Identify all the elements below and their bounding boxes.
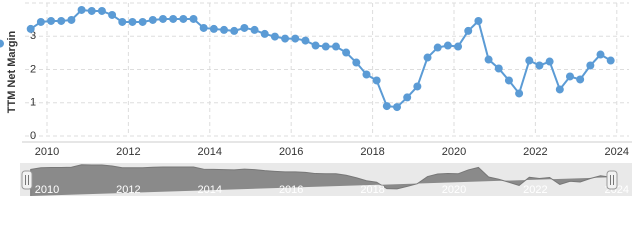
marker <box>179 14 188 23</box>
marker <box>148 15 157 24</box>
marker <box>474 16 483 25</box>
marker <box>464 26 473 35</box>
navigator-label: 2020 <box>442 184 466 196</box>
navigator-label: 2014 <box>198 184 222 196</box>
navigator-label: 2010 <box>35 184 59 196</box>
navigator-label: 2018 <box>360 184 384 196</box>
marker <box>97 6 106 15</box>
marker <box>454 42 463 51</box>
marker <box>382 102 391 111</box>
marker <box>0 39 4 48</box>
x-tick-label: 2018 <box>360 146 384 158</box>
marker <box>77 5 86 14</box>
marker <box>67 15 76 24</box>
marker <box>291 34 300 43</box>
marker <box>87 6 96 15</box>
marker <box>525 56 534 65</box>
marker <box>230 26 239 35</box>
y-tick-label: 2 <box>30 63 36 75</box>
marker <box>220 25 229 34</box>
marker <box>57 16 66 25</box>
marker <box>169 14 178 23</box>
marker <box>321 42 330 51</box>
x-tick-label: 2014 <box>198 146 222 158</box>
y-tick-label: 3 <box>30 30 36 42</box>
marker <box>250 25 259 34</box>
marker <box>26 24 35 33</box>
marker <box>36 17 45 26</box>
x-tick-label: 2016 <box>279 146 303 158</box>
marker <box>199 23 208 32</box>
marker <box>352 58 361 67</box>
marker <box>209 24 218 33</box>
line <box>30 8 612 109</box>
marker <box>240 23 249 32</box>
marker <box>413 82 422 91</box>
marker <box>443 41 452 50</box>
marker <box>535 61 544 70</box>
marker <box>515 89 524 98</box>
marker <box>606 56 615 65</box>
y-tick-label: 0 <box>30 130 36 142</box>
marker <box>494 64 503 73</box>
x-tick-label: 2022 <box>523 146 547 158</box>
marker <box>545 57 554 66</box>
navigator-label: 2016 <box>279 184 303 196</box>
marker <box>504 76 513 85</box>
x-tick-label: 2012 <box>116 146 140 158</box>
navigator-handle[interactable] <box>21 170 33 190</box>
marker <box>189 14 198 23</box>
marker <box>586 61 595 70</box>
x-tick-label: 2024 <box>605 146 629 158</box>
x-tick-label: 2010 <box>35 146 59 158</box>
chart: TTM Net Margin 0 1 2 3 2010 2012 2014 2016 2018 2… <box>0 2 632 196</box>
marker <box>393 103 402 112</box>
marker <box>158 14 167 23</box>
marker <box>484 55 493 64</box>
marker <box>362 70 371 79</box>
marker <box>47 16 56 25</box>
marker <box>555 85 564 94</box>
navigator-area <box>30 164 611 196</box>
marker <box>331 42 340 51</box>
marker <box>565 72 574 81</box>
marker <box>260 29 269 38</box>
x-tick-label: 2020 <box>442 146 466 158</box>
marker <box>301 36 310 45</box>
marker <box>138 17 147 26</box>
marker <box>423 53 432 62</box>
marker <box>118 17 127 26</box>
marker <box>433 43 442 52</box>
marker <box>128 17 137 26</box>
marker <box>270 32 279 41</box>
y-tick-label: 1 <box>30 97 36 109</box>
y-axis-label: TTM Net Margin <box>6 30 18 113</box>
marker <box>403 93 412 102</box>
marker <box>596 50 605 59</box>
marker <box>372 76 381 85</box>
marker <box>108 10 117 19</box>
marker <box>342 48 351 57</box>
navigator-label: 2012 <box>116 184 140 196</box>
navigator-label: 2022 <box>523 184 547 196</box>
marker <box>311 41 320 50</box>
marker <box>576 75 585 84</box>
marker <box>281 34 290 43</box>
navigator-handle[interactable] <box>606 170 618 190</box>
